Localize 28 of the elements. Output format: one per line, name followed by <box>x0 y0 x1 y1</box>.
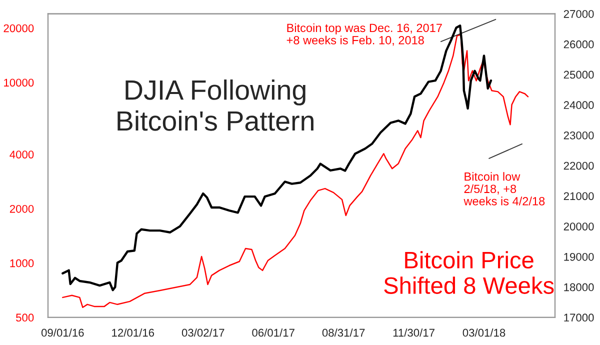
text: DJIA Following Bitcoin's Pattern <box>118 80 314 131</box>
y-tick-label: 20000 <box>4 24 34 32</box>
y-tick-label: 10000 <box>4 78 34 87</box>
x-tick-label: 03/02/17 <box>182 328 224 337</box>
annotation: Bitcoin top was Dec. 16, 2017 +8 weeks is Feb. 10, 2018 <box>286 23 442 46</box>
y-tick-label: 2000 <box>10 204 34 213</box>
y2-tick-label: 19000 <box>564 252 594 261</box>
x-tick-label: 12/01/16 <box>112 328 154 337</box>
y2-tick-label: 23000 <box>564 132 594 140</box>
y-tick-label: 1000 <box>10 259 34 268</box>
y2-tick-label: 24000 <box>564 101 594 110</box>
x-tick-label: 11/30/17 <box>393 328 434 337</box>
annotation: Bitcoin low 2/5/18, +8 weeks is 4/2/18 <box>464 172 545 206</box>
x-tick-label: 08/31/17 <box>322 328 365 337</box>
x-tick-label: 03/01/18 <box>462 328 506 337</box>
y2-tick-label: 21000 <box>564 192 594 200</box>
text: Bitcoin Price Shifted 8 Weeks <box>384 251 554 294</box>
y2-tick-label: 20000 <box>564 222 594 230</box>
y2-tick-label: 26000 <box>564 40 594 48</box>
y2-tick-label: 27000 <box>564 10 594 18</box>
y-tick-label: 4000 <box>10 150 34 158</box>
x-tick-label: 06/01/17 <box>252 328 294 337</box>
y2-tick-label: 22000 <box>564 162 594 170</box>
y2-tick-label: 17000 <box>564 314 594 322</box>
y2-tick-label: 25000 <box>564 70 594 79</box>
y2-tick-label: 18000 <box>564 283 594 292</box>
x-tick-label: 09/01/16 <box>41 328 84 337</box>
y-tick-label: 500 <box>16 314 34 322</box>
